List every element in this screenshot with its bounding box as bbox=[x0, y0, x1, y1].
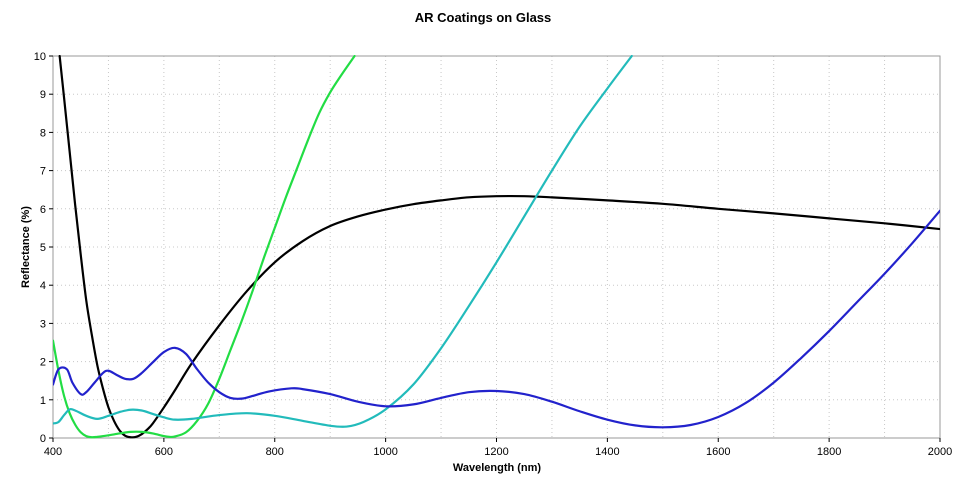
y-tick-label: 9 bbox=[40, 89, 46, 101]
y-tick-label: 7 bbox=[40, 166, 46, 178]
y-axis-label: Reflectance (%) bbox=[20, 206, 32, 288]
chart-title: AR Coatings on Glass bbox=[415, 10, 552, 25]
y-tick-label: 5 bbox=[40, 242, 46, 254]
x-tick-label: 1400 bbox=[595, 446, 619, 458]
y-tick-label: 8 bbox=[40, 127, 46, 139]
x-axis-label: Wavelength (nm) bbox=[453, 462, 542, 474]
y-tick-label: 4 bbox=[40, 280, 46, 292]
y-tick-label: 0 bbox=[40, 433, 46, 445]
x-tick-label: 800 bbox=[266, 446, 284, 458]
series-line-4 bbox=[53, 209, 940, 429]
x-tick-label: 1200 bbox=[484, 446, 508, 458]
y-tick-label: 1 bbox=[40, 395, 46, 407]
x-tick-label: 1600 bbox=[706, 446, 730, 458]
series-group bbox=[53, 55, 940, 439]
series-line-1 bbox=[58, 55, 940, 439]
x-tick-label: 400 bbox=[44, 446, 62, 458]
series-line-2 bbox=[53, 55, 356, 439]
series-line-3 bbox=[53, 55, 633, 428]
y-tick-label: 3 bbox=[40, 318, 46, 330]
x-tick-label: 1800 bbox=[817, 446, 841, 458]
y-tick-label: 2 bbox=[40, 357, 46, 369]
axes: 400 600 800 1000 1200 1400 1600 1800 2000 0 1 2 3 4 5 6… bbox=[34, 51, 952, 458]
x-tick-label: 1000 bbox=[373, 446, 397, 458]
x-tick-label: 600 bbox=[155, 446, 173, 458]
y-tick-label: 10 bbox=[34, 51, 46, 63]
x-tick-label: 2000 bbox=[928, 446, 952, 458]
grid bbox=[53, 56, 940, 438]
y-tick-label: 6 bbox=[40, 204, 46, 216]
